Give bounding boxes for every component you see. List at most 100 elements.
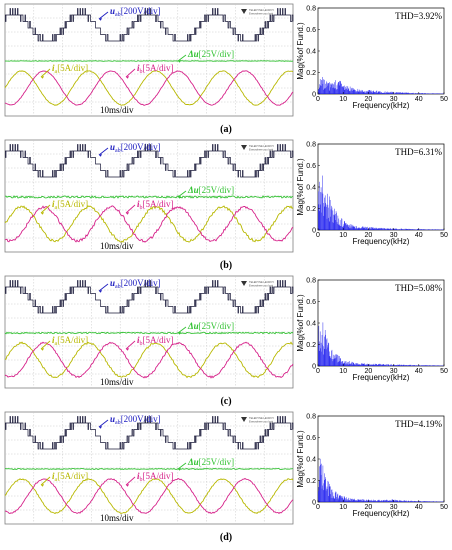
y-tick-label: 0.2 bbox=[306, 342, 316, 349]
label-uab-subscript: ab bbox=[115, 420, 121, 426]
x-tick-label: 40 bbox=[415, 504, 423, 511]
logo-line-2: Everywhere you look bbox=[249, 12, 274, 16]
fft-bars bbox=[318, 175, 444, 230]
x-tick-label: 20 bbox=[365, 504, 373, 511]
label-ia: ia[5A/div] bbox=[40, 335, 88, 351]
fft-chart: 0 10 20 30 40 50 0 0.2 0.4 0.6 0.8 Frequency(kHz) Ma… bbox=[296, 5, 448, 110]
arrow-head-icon bbox=[126, 76, 129, 79]
x-tick-label: 50 bbox=[440, 96, 448, 103]
label-uab-text: uab[200V/div] bbox=[110, 278, 161, 290]
label-uab: uab[200V/div] bbox=[98, 278, 161, 293]
label-uab-symbol: u bbox=[110, 6, 115, 16]
label-uab-arrow bbox=[98, 11, 109, 20]
arrow-head-icon bbox=[126, 484, 129, 487]
x-tick-label: 50 bbox=[440, 368, 448, 375]
y-tick-label: 0.4 bbox=[306, 184, 316, 191]
label-uab-arrow bbox=[98, 419, 109, 428]
label-ib-subscript: b bbox=[140, 341, 143, 347]
arrow-head-icon bbox=[41, 348, 44, 351]
x-axis-title: Frequency(kHz) bbox=[353, 237, 410, 246]
label-ia-arrow bbox=[40, 476, 51, 486]
label-ia: ia[5A/div] bbox=[40, 199, 88, 215]
label-du-arrow bbox=[177, 462, 187, 470]
thd-annotation: THD=3.92% bbox=[395, 11, 442, 21]
fft-bars bbox=[318, 322, 444, 366]
fft-chart: 0 10 20 30 40 50 0 0.2 0.4 0.6 0.8 Frequency(kHz) Ma… bbox=[296, 277, 448, 382]
y-tick-label: 0 bbox=[312, 227, 316, 234]
dc-ripple-trace bbox=[4, 467, 294, 471]
label-ia-symbol: i bbox=[52, 63, 55, 73]
label-uab-subscript: ab bbox=[115, 284, 121, 290]
voltage-uab-trace bbox=[5, 8, 294, 42]
label-ia-symbol: i bbox=[52, 199, 55, 209]
label-ia: ia[5A/div] bbox=[40, 471, 88, 487]
y-tick-label: 0 bbox=[312, 363, 316, 370]
y-tick-label: 0.2 bbox=[306, 206, 316, 213]
timebase-label: 10ms/div bbox=[100, 377, 134, 387]
x-tick-label: 40 bbox=[415, 232, 423, 239]
x-tick-label: 40 bbox=[415, 368, 423, 375]
arrow-head-icon bbox=[126, 348, 129, 351]
label-ib-symbol: i bbox=[137, 335, 140, 345]
label-du: Δu[25V/div] bbox=[177, 321, 235, 335]
logo-line-1: TELEDYNE LECROY bbox=[249, 280, 274, 284]
arrow-head-icon bbox=[41, 212, 44, 215]
label-du-scale: [25V/div] bbox=[199, 321, 235, 331]
label-uab-subscript: ab bbox=[115, 12, 121, 18]
y-tick-label: 0 bbox=[312, 499, 316, 506]
fft-plot-frame bbox=[317, 143, 445, 231]
voltage-uab-trace bbox=[5, 144, 294, 178]
x-tick-label: 30 bbox=[390, 504, 398, 511]
x-tick-label: 30 bbox=[390, 96, 398, 103]
label-du-scale: [25V/div] bbox=[199, 185, 235, 195]
fft-bars bbox=[318, 76, 444, 94]
label-ia-subscript: a bbox=[55, 69, 58, 75]
y-tick-label: 0 bbox=[312, 91, 316, 98]
label-ib-text: ib[5A/div] bbox=[137, 335, 174, 347]
label-du-symbol: Δu bbox=[187, 321, 199, 331]
label-ib-text: ib[5A/div] bbox=[137, 471, 174, 483]
x-tick-label: 50 bbox=[440, 504, 448, 511]
panel-caption: (d) bbox=[220, 532, 232, 543]
label-ia: ia[5A/div] bbox=[40, 63, 88, 79]
voltage-uab-trace bbox=[5, 280, 294, 314]
timebase-label: 10ms/div bbox=[100, 241, 134, 251]
y-tick-label: 0.6 bbox=[306, 299, 316, 306]
label-ia-scale: [5A/div] bbox=[57, 199, 88, 209]
arrow-head-icon bbox=[126, 212, 129, 215]
fft-plot-frame bbox=[317, 7, 445, 95]
label-uab: uab[200V/div] bbox=[98, 142, 161, 157]
label-ia-text: ia[5A/div] bbox=[52, 471, 88, 483]
y-tick-label: 0.2 bbox=[306, 478, 316, 485]
label-ib-scale: [5A/div] bbox=[143, 335, 174, 345]
label-uab-arrow bbox=[98, 283, 109, 292]
label-ia-text: ia[5A/div] bbox=[52, 199, 88, 211]
current-ia-trace bbox=[4, 341, 294, 379]
label-uab-arrow bbox=[98, 147, 109, 156]
x-tick-label: 0 bbox=[316, 504, 320, 511]
arrow-head-icon bbox=[99, 290, 102, 293]
y-tick-label: 0.6 bbox=[306, 435, 316, 442]
label-du-arrow bbox=[177, 190, 187, 198]
label-ia-symbol: i bbox=[52, 471, 55, 481]
logo-line-1: TELEDYNE LECROY bbox=[249, 8, 274, 12]
x-tick-label: 10 bbox=[339, 504, 347, 511]
arrow-head-icon bbox=[41, 484, 44, 487]
arrow-head-icon bbox=[99, 154, 102, 157]
label-uab-symbol: u bbox=[110, 414, 115, 424]
label-ib-arrow bbox=[125, 68, 136, 78]
label-ib: ib[5A/div] bbox=[125, 471, 174, 487]
x-tick-label: 10 bbox=[339, 232, 347, 239]
x-tick-label: 0 bbox=[316, 368, 320, 375]
panel-caption: (c) bbox=[220, 396, 231, 407]
label-ib-arrow bbox=[125, 476, 136, 486]
y-axis-title: Mag(%of Fund.) bbox=[296, 22, 305, 80]
y-tick-label: 0.2 bbox=[306, 70, 316, 77]
x-axis-title: Frequency(kHz) bbox=[353, 101, 410, 110]
current-ib-trace bbox=[4, 205, 294, 243]
label-ib-arrow bbox=[125, 340, 136, 350]
label-uab-subscript: ab bbox=[115, 148, 121, 154]
